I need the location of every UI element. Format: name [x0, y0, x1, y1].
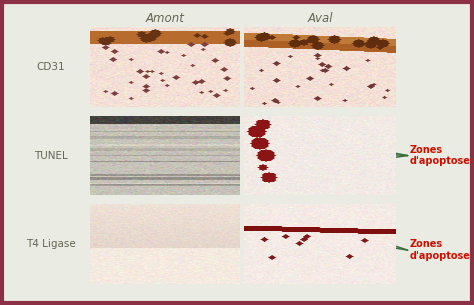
- Text: T4 Ligase: T4 Ligase: [26, 239, 76, 249]
- Text: TUNEL: TUNEL: [34, 151, 68, 160]
- Text: Amont: Amont: [145, 12, 184, 25]
- Text: Aval: Aval: [307, 12, 333, 25]
- Text: CD31: CD31: [36, 62, 65, 72]
- Text: Zones
d'apoptose: Zones d'apoptose: [410, 239, 471, 261]
- Text: Zones
d'apoptose: Zones d'apoptose: [410, 145, 471, 166]
